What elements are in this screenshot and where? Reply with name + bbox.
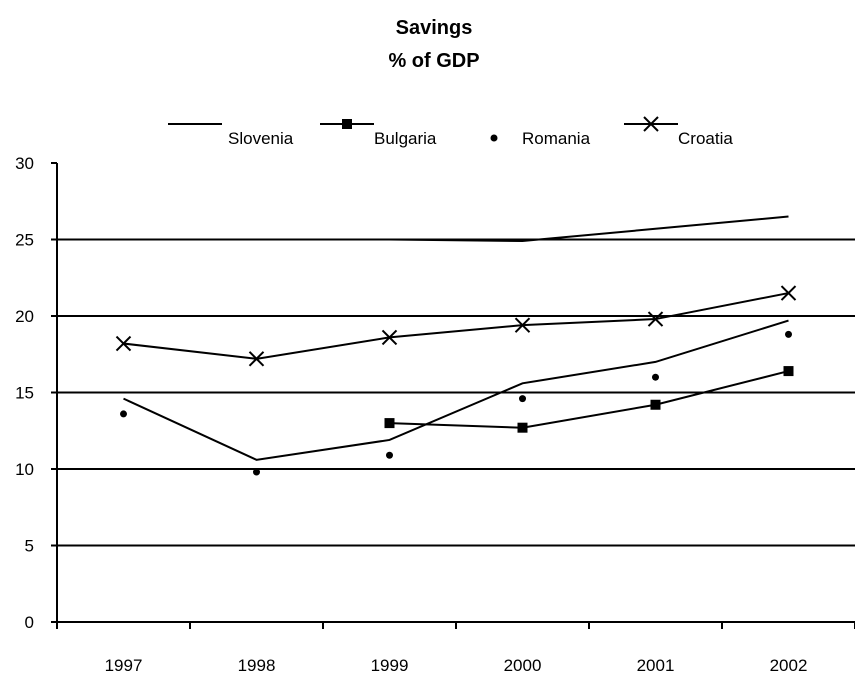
x-tick-label: 1997 xyxy=(105,656,143,675)
point-romania xyxy=(386,451,393,459)
legend-label: Bulgaria xyxy=(374,129,437,148)
x-tick-label: 2002 xyxy=(770,656,808,675)
legend-item-slovenia: Slovenia xyxy=(168,123,294,148)
point-romania xyxy=(120,410,127,418)
series-line-slovenia xyxy=(389,215,789,243)
point-croatia xyxy=(780,285,797,301)
y-tick-label: 30 xyxy=(15,154,34,173)
series-line-bulgaria xyxy=(389,370,789,429)
x-marker-stroke xyxy=(248,351,265,367)
chart-title: Savings xyxy=(396,17,473,39)
chart-subtitle: % of GDP xyxy=(388,50,479,72)
point-bulgaria xyxy=(650,399,661,410)
x-marker-stroke xyxy=(647,311,664,327)
point-bulgaria xyxy=(783,366,794,377)
y-tick-label: 15 xyxy=(15,384,34,403)
x-tick-label: 2001 xyxy=(637,656,675,675)
point-bulgaria xyxy=(384,418,395,429)
point-romania xyxy=(253,468,260,476)
x-tick-label: 2000 xyxy=(504,656,542,675)
x-marker-stroke xyxy=(381,329,398,346)
series-line-croatia xyxy=(123,292,789,360)
legend-item-croatia: Croatia xyxy=(624,116,733,148)
legend-item-romania: Romania xyxy=(490,129,591,148)
legend-label: Romania xyxy=(522,129,591,148)
gridlines xyxy=(57,238,855,547)
x-marker-stroke xyxy=(780,285,797,301)
legend-marker xyxy=(342,119,352,129)
x-tick-label: 1999 xyxy=(371,656,409,675)
point-croatia xyxy=(248,351,265,367)
point-romania xyxy=(519,395,526,403)
legend-item-bulgaria: Bulgaria xyxy=(320,119,437,148)
y-tick-label: 0 xyxy=(25,613,34,632)
y-tick-label: 20 xyxy=(15,307,34,326)
legend-label: Slovenia xyxy=(228,129,294,148)
point-romania xyxy=(652,373,659,381)
axes: 0 5 10 15 20 25 30 1997 1998 1999 2000 2001 2002 xyxy=(15,154,855,675)
legend-label: Croatia xyxy=(678,129,733,148)
x-marker-stroke xyxy=(115,335,132,352)
y-tick-label: 5 xyxy=(25,537,34,556)
point-croatia xyxy=(115,335,132,352)
x-tick-label: 1998 xyxy=(238,656,276,675)
series-layer xyxy=(115,215,797,476)
point-croatia xyxy=(514,317,531,333)
x-marker-stroke xyxy=(514,317,531,333)
trend-line xyxy=(123,319,789,461)
point-bulgaria xyxy=(517,422,528,433)
point-romania xyxy=(785,330,792,338)
legend: Slovenia Bulgaria Romania Croatia xyxy=(168,116,733,148)
y-tick-label: 10 xyxy=(15,460,34,479)
legend-marker xyxy=(490,134,498,142)
legend-marker xyxy=(643,116,659,132)
point-croatia xyxy=(647,311,664,327)
point-croatia xyxy=(381,329,398,346)
y-tick-label: 25 xyxy=(15,231,34,250)
